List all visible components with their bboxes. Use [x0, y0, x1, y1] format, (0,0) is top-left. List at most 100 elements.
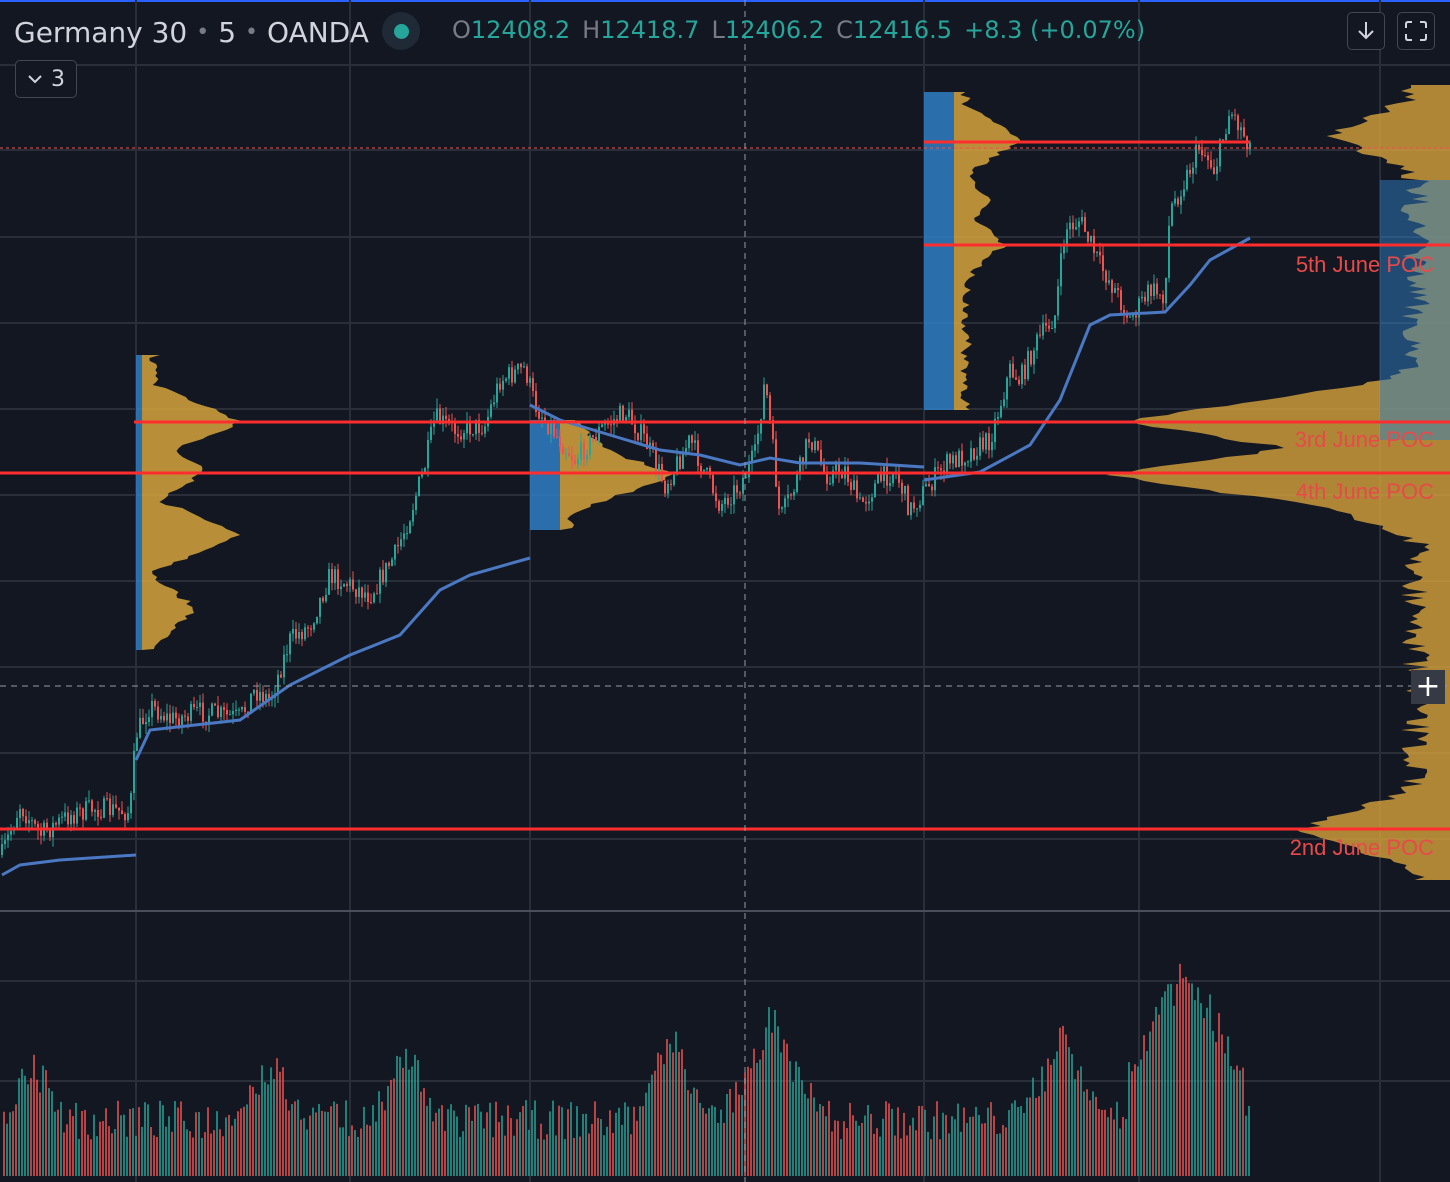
volume-bar — [561, 1107, 563, 1176]
volume-bar — [1044, 1091, 1046, 1176]
volume-bar — [984, 1123, 986, 1176]
candle-body — [670, 483, 672, 485]
volume-bar — [156, 1136, 158, 1176]
candle-body — [814, 440, 816, 451]
volume-bar — [1002, 1125, 1004, 1176]
candle-body — [49, 830, 51, 838]
candle-body — [676, 456, 678, 473]
volume-bar — [1236, 1065, 1238, 1176]
volume-bar — [1017, 1107, 1019, 1176]
candle-body — [97, 810, 99, 817]
volume-bar — [771, 1032, 773, 1176]
candle-body — [1165, 277, 1167, 304]
volume-bar — [903, 1112, 905, 1176]
volume-bar — [102, 1121, 104, 1176]
volume-bar — [1011, 1103, 1013, 1176]
volume-bar — [888, 1103, 890, 1176]
volume-bar — [402, 1067, 404, 1176]
candle-body — [715, 493, 717, 502]
candle-body — [913, 502, 915, 509]
volume-bar — [966, 1123, 968, 1176]
volume-bar — [819, 1104, 821, 1176]
volume-bar — [747, 1066, 749, 1176]
candle-body — [517, 363, 519, 370]
volume-bar — [330, 1106, 332, 1176]
volume-bar — [495, 1101, 497, 1176]
candle-body — [1117, 288, 1119, 291]
separator-dot: • — [196, 19, 210, 45]
candle-body — [571, 456, 573, 461]
volume-bar — [1179, 963, 1181, 1176]
volume-bar — [666, 1039, 668, 1176]
candle-body — [469, 420, 471, 435]
symbol-name[interactable]: Germany 30 — [14, 15, 188, 49]
volume-bar — [507, 1105, 509, 1176]
candle-body — [10, 830, 12, 835]
volume-bar — [768, 1007, 770, 1176]
volume-bar — [285, 1099, 287, 1176]
volume-bar — [1194, 1000, 1196, 1176]
volume-bar — [951, 1116, 953, 1176]
candle-body — [109, 798, 111, 816]
volume-bar — [423, 1088, 425, 1176]
volume-bar — [84, 1109, 86, 1176]
candle-body — [115, 804, 117, 808]
candle-body — [445, 415, 447, 420]
candle-body — [1102, 255, 1104, 271]
candle-body — [184, 715, 186, 717]
volume-bar — [1173, 1005, 1175, 1176]
volume-bar — [174, 1101, 176, 1176]
volume-bar — [612, 1132, 614, 1176]
volume-bar — [1242, 1067, 1244, 1176]
value-area-right — [1380, 180, 1450, 440]
volume-bar — [1122, 1116, 1124, 1176]
candle-body — [442, 415, 444, 425]
volume-bar — [462, 1131, 464, 1176]
volume-bar — [51, 1091, 53, 1176]
volume-bar — [336, 1103, 338, 1176]
volume-bar — [57, 1109, 59, 1176]
fullscreen-button[interactable] — [1397, 12, 1435, 50]
candle-body — [547, 420, 549, 435]
value-area — [924, 92, 954, 410]
candle-body — [961, 450, 963, 466]
candle-body — [601, 424, 603, 427]
volume-bar — [1065, 1034, 1067, 1176]
candle-body — [760, 419, 762, 434]
interval-label[interactable]: 5 — [218, 15, 237, 49]
volume-bar — [105, 1108, 107, 1176]
separator-dot: • — [245, 19, 259, 45]
candle-body — [1, 844, 3, 855]
volume-bar — [600, 1119, 602, 1176]
candle-body — [994, 418, 996, 443]
volume-bar — [432, 1121, 434, 1176]
volume-bar — [294, 1101, 296, 1176]
indicators-toggle-button[interactable]: 3 — [15, 60, 77, 98]
symbol-header[interactable]: Germany 30 • 5 • OANDA — [14, 14, 369, 50]
candle-body — [787, 494, 789, 499]
candle-body — [835, 464, 837, 471]
candle-body — [415, 495, 417, 510]
candle-body — [40, 830, 42, 836]
volume-bar — [24, 1075, 26, 1176]
candle-body — [193, 703, 195, 708]
candle-body — [127, 813, 129, 821]
volume-bar — [882, 1118, 884, 1176]
volume-bar — [135, 1135, 137, 1176]
candle-body — [631, 409, 633, 425]
candle-body — [1078, 221, 1080, 228]
candle-body — [1000, 405, 1002, 417]
volume-bar — [312, 1107, 314, 1176]
volume-bar — [387, 1086, 389, 1176]
volume-bar — [843, 1121, 845, 1176]
candle-body — [820, 449, 822, 465]
candle-body — [1075, 227, 1077, 230]
crosshair-plus-icon[interactable]: + — [1411, 670, 1445, 704]
volume-bar — [1230, 1066, 1232, 1176]
volume-bar — [555, 1135, 557, 1176]
candle-body — [46, 822, 48, 831]
download-button[interactable] — [1347, 12, 1385, 50]
volume-bar — [702, 1107, 704, 1176]
candle-body — [409, 521, 411, 534]
